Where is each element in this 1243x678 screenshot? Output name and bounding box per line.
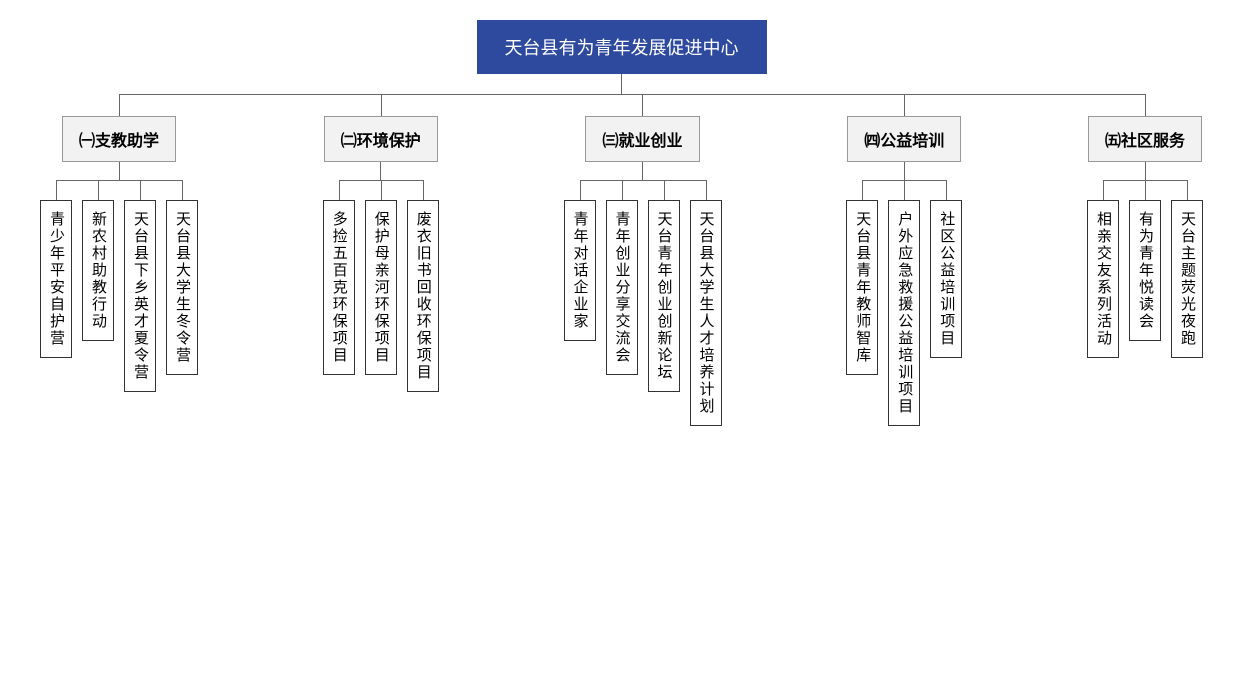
category-node: ㈢就业创业: [585, 116, 699, 162]
leaf-node: 多捡五百克环保项目: [323, 200, 355, 375]
leaf-node: 天台县大学生人才培养计划: [690, 200, 722, 426]
leaf-node: 青年对话企业家: [564, 200, 596, 341]
category-stem: [1145, 162, 1146, 180]
org-tree: 天台县有为青年发展促进中心 ㈠支教助学青少年平安自护营新农村助教行动天台县下乡英…: [10, 20, 1233, 426]
category-group-2: ㈢就业创业青年对话企业家青年创业分享交流会天台青年创业创新论坛天台县大学生人才培…: [564, 116, 722, 426]
category-stem: [904, 162, 905, 180]
leaves-connector: [846, 180, 962, 200]
leaf-node: 社区公益培训项目: [930, 200, 962, 358]
leaf-node: 青年创业分享交流会: [606, 200, 638, 375]
category-node: ㈣公益培训: [847, 116, 961, 162]
leaves-connector: [564, 180, 722, 200]
leaves-row: 青年对话企业家青年创业分享交流会天台青年创业创新论坛天台县大学生人才培养计划: [564, 200, 722, 426]
category-group-3: ㈣公益培训天台县青年教师智库户外应急救援公益培训项目社区公益培训项目: [846, 116, 962, 426]
leaf-node: 天台青年创业创新论坛: [648, 200, 680, 392]
root-to-categories-connector: [10, 94, 1233, 116]
leaves-row: 相亲交友系列活动有为青年悦读会天台主题荧光夜跑: [1087, 200, 1203, 358]
leaf-node: 废衣旧书回收环保项目: [407, 200, 439, 392]
leaf-node: 青少年平安自护营: [40, 200, 72, 358]
leaf-node: 天台县青年教师智库: [846, 200, 878, 375]
root-node: 天台县有为青年发展促进中心: [477, 20, 767, 74]
leaf-node: 相亲交友系列活动: [1087, 200, 1119, 358]
category-stem: [642, 162, 643, 180]
category-stem: [119, 162, 120, 180]
leaves-row: 天台县青年教师智库户外应急救援公益培训项目社区公益培训项目: [846, 200, 962, 426]
leaves-connector: [1087, 180, 1203, 200]
leaf-node: 户外应急救援公益培训项目: [888, 200, 920, 426]
category-node: ㈤社区服务: [1088, 116, 1202, 162]
category-node: ㈡环境保护: [324, 116, 438, 162]
leaf-node: 新农村助教行动: [82, 200, 114, 341]
leaves-connector: [323, 180, 439, 200]
leaf-node: 天台县下乡英才夏令营: [124, 200, 156, 392]
root-connector-stem: [621, 74, 622, 94]
leaf-node: 有为青年悦读会: [1129, 200, 1161, 341]
leaves-connector: [40, 180, 198, 200]
category-node: ㈠支教助学: [62, 116, 176, 162]
leaf-node: 天台县大学生冬令营: [166, 200, 198, 375]
leaf-node: 天台主题荧光夜跑: [1171, 200, 1203, 358]
category-group-4: ㈤社区服务相亲交友系列活动有为青年悦读会天台主题荧光夜跑: [1087, 116, 1203, 426]
categories-row: ㈠支教助学青少年平安自护营新农村助教行动天台县下乡英才夏令营天台县大学生冬令营㈡…: [10, 116, 1233, 426]
category-group-1: ㈡环境保护多捡五百克环保项目保护母亲河环保项目废衣旧书回收环保项目: [323, 116, 439, 426]
leaves-row: 青少年平安自护营新农村助教行动天台县下乡英才夏令营天台县大学生冬令营: [40, 200, 198, 392]
category-stem: [380, 162, 381, 180]
leaves-row: 多捡五百克环保项目保护母亲河环保项目废衣旧书回收环保项目: [323, 200, 439, 392]
category-group-0: ㈠支教助学青少年平安自护营新农村助教行动天台县下乡英才夏令营天台县大学生冬令营: [40, 116, 198, 426]
leaf-node: 保护母亲河环保项目: [365, 200, 397, 375]
